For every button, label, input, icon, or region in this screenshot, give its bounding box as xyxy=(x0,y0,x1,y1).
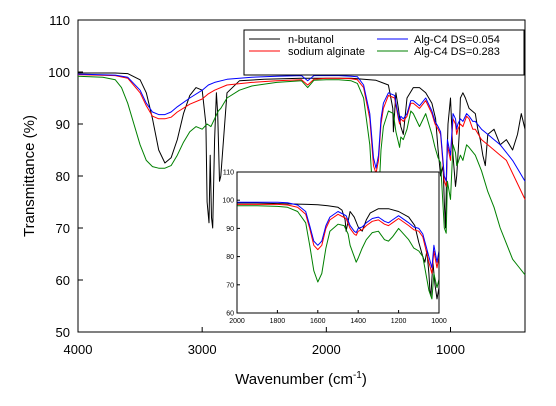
series-alg-c4-ds-0-054 xyxy=(77,73,526,182)
inset-y-tick-label: 100 xyxy=(222,198,234,205)
y-tick-label: 100 xyxy=(48,65,70,80)
inset-x-tick-label: 1200 xyxy=(391,318,407,325)
inset-plot-frame xyxy=(236,171,440,314)
inset-series-alg-c4-ds-0-054 xyxy=(237,201,440,269)
x-tick-label: 2000 xyxy=(312,342,341,357)
y-tick-label: 70 xyxy=(56,221,70,236)
y-tick-label: 110 xyxy=(49,13,70,28)
legend: n-butanol sodium alginate Alg-C4 DS=0.05… xyxy=(243,29,525,76)
main-series-group xyxy=(77,72,526,276)
legend-label-sodium-alginate: sodium alginate xyxy=(288,46,365,58)
inset-x-tick-label: 1400 xyxy=(350,318,366,325)
x-axis-title: Wavenumber (cm-1) xyxy=(235,370,367,388)
series-sodium-alginate xyxy=(77,74,526,200)
main-axis-ticks: 4000 3000 2000 1000 50 60 70 80 90 100 110 xyxy=(48,13,465,357)
y-tick-label: 60 xyxy=(56,273,70,288)
legend-label-n-butanol: n-butanol xyxy=(288,34,334,46)
series-alg-c4-ds-0-283 xyxy=(77,75,526,276)
inset-chart: 2000 1800 1600 1400 1200 1000 60 70 80 90 100 110 xyxy=(222,170,447,326)
y-axis-title: Transmittance (%) xyxy=(21,115,38,237)
x-axis-title-superscript: -1 xyxy=(353,370,362,381)
legend-entry-alg-c4-ds-0283: Alg-C4 DS=0.283 xyxy=(377,46,500,58)
inset-axis-ticks: 2000 1800 1600 1400 1200 1000 60 70 80 90 100 110 xyxy=(222,170,447,326)
legend-label-alg-c4-ds-0054: Alg-C4 DS=0.054 xyxy=(414,34,500,46)
legend-entry-n-butanol: n-butanol xyxy=(249,34,334,46)
legend-entry-sodium-alginate: sodium alginate xyxy=(249,46,365,58)
x-tick-label: 1000 xyxy=(436,342,465,357)
inset-y-tick-label: 60 xyxy=(226,311,234,318)
x-axis-title-main: Wavenumber (cm xyxy=(235,371,353,388)
inset-y-tick-label: 90 xyxy=(226,226,234,233)
inset-x-tick-label: 1800 xyxy=(270,318,286,325)
legend-label-alg-c4-ds-0283: Alg-C4 DS=0.283 xyxy=(414,46,500,58)
x-axis-title-close: ) xyxy=(362,371,367,388)
inset-y-tick-label: 80 xyxy=(226,254,234,261)
inset-series-sodium-alginate xyxy=(237,203,440,274)
inset-series-n-butanol xyxy=(237,202,440,300)
legend-box xyxy=(243,29,525,76)
inset-series-group xyxy=(237,201,440,300)
x-tick-label: 4000 xyxy=(64,342,93,357)
inset-x-tick-label: 1000 xyxy=(431,318,447,325)
x-tick-label: 3000 xyxy=(188,342,217,357)
y-tick-label: 90 xyxy=(56,117,70,132)
inset-x-tick-label: 1600 xyxy=(310,318,326,325)
legend-entry-alg-c4-ds-0054: Alg-C4 DS=0.054 xyxy=(377,34,500,46)
inset-series-alg-c4-ds-0-283 xyxy=(237,205,440,300)
y-tick-label: 80 xyxy=(56,169,70,184)
inset-background xyxy=(237,172,439,313)
y-tick-label: 50 xyxy=(56,325,70,340)
inset-x-tick-label: 2000 xyxy=(229,318,245,325)
inset-y-tick-label: 70 xyxy=(226,282,234,289)
series-n-butanol xyxy=(78,72,526,229)
inset-y-tick-label: 110 xyxy=(223,170,234,177)
